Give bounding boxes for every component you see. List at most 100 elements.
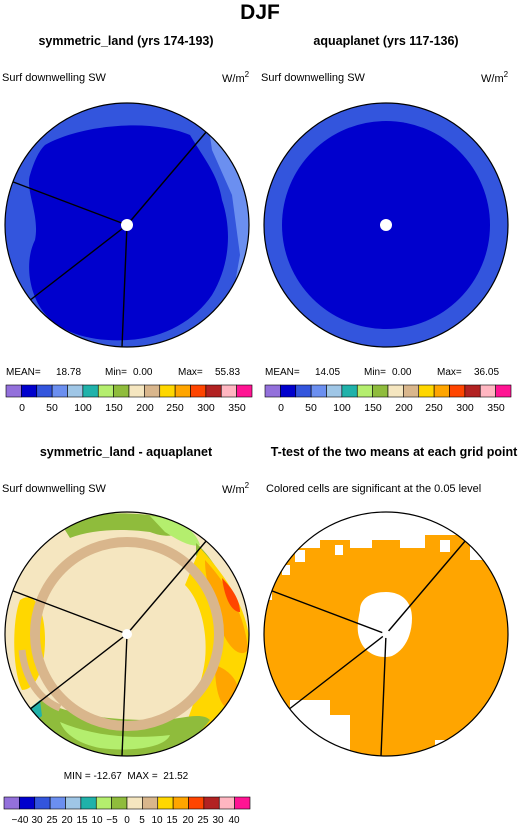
units-label: W/m2 xyxy=(222,70,250,85)
colorbar-swatch xyxy=(449,384,466,398)
tan-ring xyxy=(30,537,224,731)
tick-label: 10 xyxy=(151,815,163,825)
tick-label: 150 xyxy=(105,402,123,414)
tick-label: 15 xyxy=(166,815,178,825)
tick-label: 30 xyxy=(212,815,224,825)
colorbar-swatch xyxy=(403,384,420,398)
tick-label: 300 xyxy=(197,402,215,414)
colorbar-labels: −40 30 25 20 15 10 −5 0 5 10 15 20 25 30… xyxy=(12,815,240,825)
tick-label: 250 xyxy=(425,402,443,414)
polar-map xyxy=(264,103,508,347)
variable-label: Surf downwelling SW xyxy=(2,72,107,84)
tick-label: 0 xyxy=(124,815,130,825)
colorbar-swatch xyxy=(264,384,281,398)
colorbar-swatch xyxy=(144,384,161,398)
variable-label: Surf downwelling SW xyxy=(261,72,366,84)
tick-label: 20 xyxy=(61,815,73,825)
tick-label: 5 xyxy=(139,815,145,825)
stats-line: MEAN= 18.78 Min= 0.00 Max= 55.83 xyxy=(6,367,240,378)
colorbar xyxy=(264,384,512,398)
units-label: W/m2 xyxy=(222,481,250,496)
colorbar-swatch xyxy=(188,796,205,810)
figure-title: DJF xyxy=(240,1,280,24)
variable-label: Surf downwelling SW xyxy=(2,483,107,495)
colorbar-labels: 0 50 100 150 200 250 300 350 xyxy=(278,402,505,414)
tick-label: 350 xyxy=(228,402,246,414)
colorbar-swatch xyxy=(218,796,235,810)
colorbar-swatch xyxy=(326,384,343,398)
colorbar-labels: 0 50 100 150 200 250 300 350 xyxy=(19,402,246,414)
panel-symmetric-land: symmetric_land (yrs 174-193) Surf downwe… xyxy=(2,34,253,414)
tick-label: 0 xyxy=(278,402,284,414)
tick-label: 300 xyxy=(456,402,474,414)
colorbar-swatch xyxy=(295,384,312,398)
stats-line: MEAN= 14.05 Min= 0.00 Max= 36.05 xyxy=(265,367,499,378)
colorbar-swatch xyxy=(174,384,191,398)
panel-title: T-test of the two means at each grid poi… xyxy=(271,445,518,459)
colorbar-swatch xyxy=(172,796,189,810)
colorbar-swatch xyxy=(5,384,22,398)
tick-label: 0 xyxy=(19,402,25,414)
colorbar-swatch xyxy=(3,796,20,810)
tick-label: 25 xyxy=(197,815,209,825)
colorbar-swatch xyxy=(464,384,481,398)
colorbar-swatch xyxy=(356,384,373,398)
colorbar-swatch xyxy=(128,384,145,398)
colorbar-swatch xyxy=(34,796,51,810)
tick-label: −5 xyxy=(106,815,118,825)
tick-label: 100 xyxy=(74,402,92,414)
colorbar-swatch xyxy=(203,796,220,810)
colorbar-swatch xyxy=(159,384,176,398)
colorbar-swatch xyxy=(234,796,251,810)
tick-label: 350 xyxy=(487,402,505,414)
colorbar-swatch xyxy=(479,384,496,398)
panel-difference: symmetric_land - aquaplanet Surf downwel… xyxy=(2,445,251,825)
tick-label: 15 xyxy=(76,815,88,825)
colorbar-swatch xyxy=(205,384,222,398)
stats-line: MIN = -12.67 MAX = 21.52 xyxy=(64,771,189,782)
panel-subtitle: Colored cells are significant at the 0.0… xyxy=(266,483,481,495)
tick-label: 100 xyxy=(333,402,351,414)
polar-map xyxy=(5,103,249,347)
colorbar-swatch xyxy=(310,384,327,398)
tick-label: 200 xyxy=(395,402,413,414)
tick-label: 250 xyxy=(166,402,184,414)
colorbar-swatch xyxy=(433,384,450,398)
colorbar-swatch xyxy=(142,796,159,810)
panel-title: symmetric_land (yrs 174-193) xyxy=(38,34,213,48)
tick-label: 150 xyxy=(364,402,382,414)
colorbar-swatch xyxy=(19,796,36,810)
panel-aquaplanet: aquaplanet (yrs 117-136) Surf downwellin… xyxy=(261,34,512,414)
colorbar-swatch xyxy=(418,384,435,398)
tick-label: 50 xyxy=(305,402,317,414)
colorbar-swatch xyxy=(126,796,143,810)
colorbar-swatch xyxy=(236,384,253,398)
colorbar-swatch xyxy=(220,384,237,398)
tick-label: 25 xyxy=(46,815,58,825)
tick-label: 30 xyxy=(31,815,43,825)
colorbar-swatch xyxy=(190,384,207,398)
tick-label: −40 xyxy=(12,815,29,825)
colorbar-swatch xyxy=(65,796,82,810)
colorbar-swatch xyxy=(67,384,84,398)
colorbar xyxy=(5,384,253,398)
tick-label: 10 xyxy=(91,815,103,825)
colorbar-swatch xyxy=(80,796,97,810)
colorbar-swatch xyxy=(387,384,404,398)
colorbar-swatch xyxy=(82,384,99,398)
polar-map xyxy=(264,512,508,756)
tick-label: 20 xyxy=(182,815,194,825)
colorbar-swatch xyxy=(51,384,68,398)
colorbar xyxy=(3,796,251,810)
colorbar-swatch xyxy=(95,796,112,810)
panel-ttest: T-test of the two means at each grid poi… xyxy=(263,445,518,757)
colorbar-swatch xyxy=(113,384,130,398)
colorbar-swatch xyxy=(341,384,358,398)
colorbar-swatch xyxy=(111,796,128,810)
tick-label: 50 xyxy=(46,402,58,414)
colorbar-swatch xyxy=(495,384,512,398)
colorbar-swatch xyxy=(97,384,114,398)
colorbar-swatch xyxy=(21,384,38,398)
tick-label: 40 xyxy=(228,815,240,825)
